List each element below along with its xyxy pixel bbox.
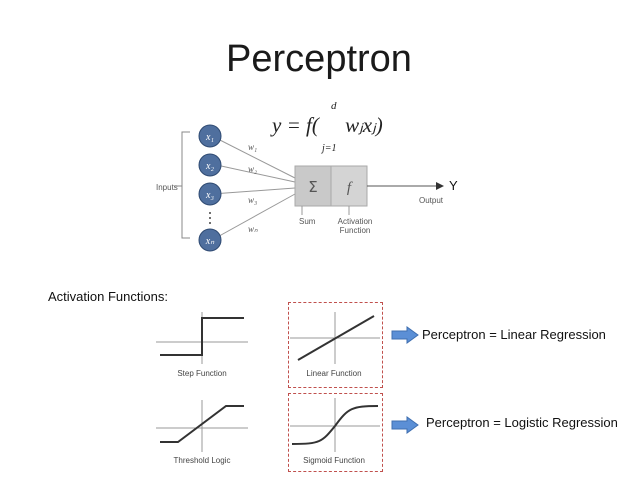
input-node-3-label: x₃ <box>205 190 214 201</box>
activation-label-line-2: Function <box>339 226 371 235</box>
threshold-logic-plot <box>156 400 248 452</box>
weight-label-1: w₁ <box>248 142 257 152</box>
threshold-logic-caption: Threshold Logic <box>173 456 231 465</box>
logistic-regression-result: Perceptron = Logistic Regression <box>426 415 618 430</box>
input-line-2 <box>211 163 296 183</box>
ellipsis-dot <box>209 212 211 214</box>
input-node-2 <box>198 153 222 177</box>
output-label: Output <box>419 196 444 205</box>
linear-regression-result: Perceptron = Linear Regression <box>422 327 606 342</box>
linear-function-plot <box>290 312 380 364</box>
output-arrowhead <box>436 182 444 190</box>
activation-function-label: Activation Function <box>335 217 375 235</box>
sigmoid-function-caption: Sigmoid Function <box>303 456 365 465</box>
activation-symbol: f <box>347 180 353 196</box>
step-curve <box>160 317 244 356</box>
sigmoid-curve <box>291 405 379 445</box>
sum-symbol: Σ <box>308 178 317 196</box>
sum-box <box>294 165 332 207</box>
weight-label-n: wₙ <box>248 224 258 234</box>
linear-curve <box>297 315 375 361</box>
step-function-caption: Step Function <box>177 369 227 378</box>
input-node-n-label: xₙ <box>205 236 215 247</box>
step-function-plot <box>156 312 248 364</box>
sum-lower-limit: j=1 <box>322 143 337 154</box>
input-line-1 <box>211 135 296 179</box>
linear-highlight-box <box>288 302 383 388</box>
ellipsis-dot <box>209 222 211 224</box>
input-node-1 <box>198 124 222 148</box>
input-line-3 <box>211 187 296 195</box>
activation-functions-heading: Activation Functions: <box>48 289 168 304</box>
page-title: Perceptron <box>226 38 412 80</box>
inputs-label: Inputs <box>156 183 178 192</box>
activation-label-line-1: Activation <box>337 217 373 226</box>
input-node-3 <box>198 182 222 206</box>
sigmoid-function-plot <box>290 398 380 452</box>
sum-upper-limit: d <box>331 100 337 112</box>
inputs-bracket <box>181 131 190 239</box>
logistic-result-arrow-icon <box>391 416 419 434</box>
perceptron-diagram: x₁ x₂ x₃ xₙ w₁ w₂ w₃ wₙ Σ f <box>174 124 444 252</box>
weight-label-2: w₂ <box>248 164 257 174</box>
sum-label: Sum <box>299 217 316 226</box>
input-node-n <box>198 228 222 252</box>
threshold-curve <box>160 405 244 443</box>
input-node-2-label: x₂ <box>205 161 214 172</box>
input-node-1-label: x₁ <box>205 132 214 143</box>
ellipsis-dot <box>209 217 211 219</box>
linear-result-arrow-icon <box>391 326 419 344</box>
weight-label-3: w₃ <box>248 195 257 205</box>
input-line-n <box>211 193 296 241</box>
perceptron-formula: y = f( wⱼxⱼ) <box>272 113 383 137</box>
linear-function-caption: Linear Function <box>306 369 362 378</box>
activation-box <box>330 165 368 207</box>
output-symbol: Y <box>449 178 458 193</box>
sigmoid-highlight-box <box>288 393 383 472</box>
